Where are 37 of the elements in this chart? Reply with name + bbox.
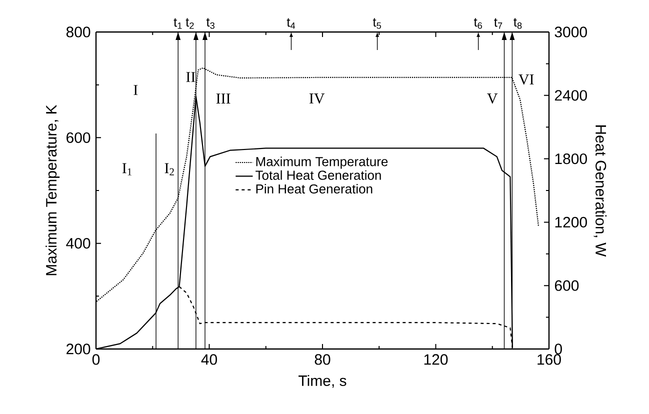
y2-axis-title: Heat Generation, W xyxy=(594,125,607,257)
y2-tick-label: 3000 xyxy=(554,26,587,38)
legend-label: Maximum Temperature xyxy=(256,156,388,169)
y2-tick-label: 1800 xyxy=(555,153,587,164)
text: t$_{4}$ xyxy=(286,18,296,29)
x-tick-label: 40 xyxy=(201,354,217,365)
y2-tick-label: 600 xyxy=(554,280,579,291)
x-axis-title: Time, s xyxy=(298,375,346,388)
annotation: II xyxy=(186,72,196,82)
annotation: I$_{2}$ xyxy=(164,163,174,176)
annotation: I xyxy=(134,85,138,95)
x-tick-label: 0 xyxy=(92,354,100,365)
y2-tick-label: 2400 xyxy=(554,90,587,101)
ref-line-label: t$_{3}$ xyxy=(206,18,214,29)
y2-tick-label: 0 xyxy=(554,344,562,354)
y-axis-title: Maximum Temperature, K xyxy=(46,104,60,276)
y-tick-label: 400 xyxy=(66,238,90,249)
y-tick-label: 200 xyxy=(66,344,90,354)
annotation: III xyxy=(216,94,230,104)
ref-line-label: t$_{2}$ xyxy=(186,18,194,29)
text: t$_{5}$ xyxy=(372,18,382,29)
y2-tick-label: 1200 xyxy=(555,216,587,228)
annotation: I$_{1}$ xyxy=(122,163,132,176)
ref-line-label: t$_{1}$ xyxy=(174,18,182,29)
y-tick-label: 800 xyxy=(66,26,90,38)
legend-label: Total Heat Generation xyxy=(256,170,381,180)
annotation: VI xyxy=(518,74,534,85)
annotation: IV xyxy=(309,94,325,104)
annotation: V xyxy=(487,94,498,104)
ref-line-label: t$_{7}$ xyxy=(494,18,502,29)
x-tick-label: 160 xyxy=(538,354,561,365)
x-tick-label: 80 xyxy=(314,354,330,365)
text: t$_{6}$ xyxy=(474,18,482,29)
ref-line-label: t$_{8}$ xyxy=(514,18,522,29)
y-tick-label: 600 xyxy=(66,132,90,143)
x-tick-label: 120 xyxy=(424,354,448,365)
legend-label: Pin Heat Generation xyxy=(256,184,372,194)
